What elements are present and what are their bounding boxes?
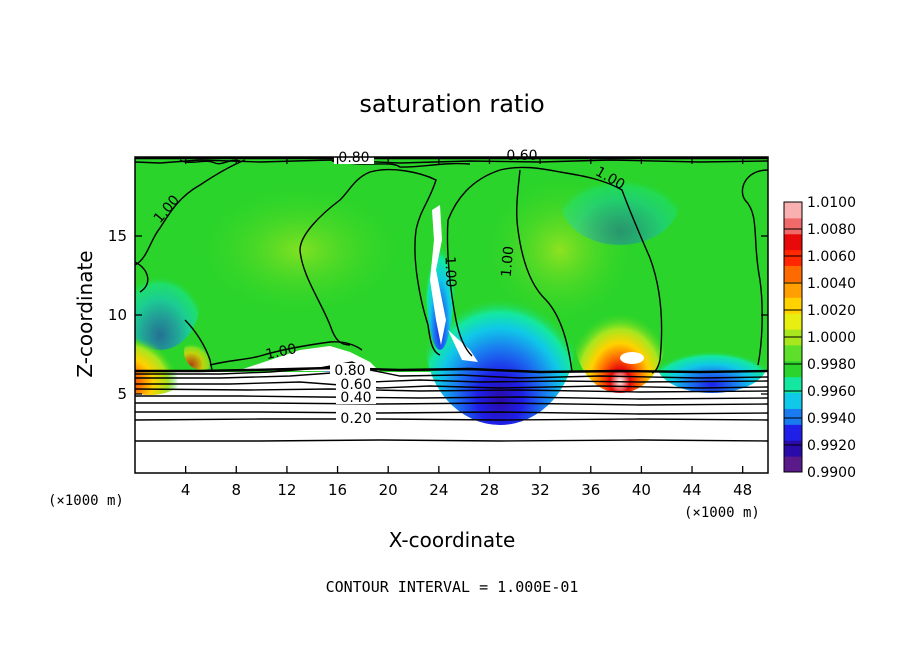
contour-label: 0.80 bbox=[334, 363, 365, 379]
y-axis-label: Z-coordinate bbox=[73, 250, 97, 377]
x-tick-label: 8 bbox=[232, 481, 242, 499]
contour-line bbox=[209, 341, 363, 366]
x-axis-unit-left: (×1000 m) bbox=[48, 493, 124, 509]
contour-label: 0.20 bbox=[340, 411, 371, 427]
y-tick-label: 5 bbox=[117, 385, 127, 403]
colorbar-swatch bbox=[784, 360, 802, 378]
colorbar-swatch bbox=[784, 249, 802, 267]
contour-line bbox=[135, 381, 768, 389]
colorbar-swatch bbox=[784, 424, 802, 441]
x-tick-label: 20 bbox=[379, 481, 398, 499]
y-axis: 5 10 15 bbox=[108, 227, 768, 403]
contour-line bbox=[299, 168, 441, 356]
contour-line bbox=[135, 371, 768, 383]
contour-line bbox=[135, 439, 768, 442]
contour-line bbox=[135, 402, 768, 406]
colorbar-label: 0.9960 bbox=[807, 384, 856, 400]
colorbar-swatch bbox=[784, 408, 802, 425]
cool-plume bbox=[657, 337, 767, 393]
x-tick-label: 16 bbox=[328, 481, 347, 499]
contour-line bbox=[299, 249, 351, 346]
x-tick-label: 48 bbox=[733, 481, 752, 499]
x-tick-label: 4 bbox=[181, 481, 191, 499]
chart-title: saturation ratio bbox=[359, 90, 544, 118]
contour-line bbox=[135, 418, 768, 421]
contour-line bbox=[741, 169, 768, 366]
colorbar-label: 0.9920 bbox=[807, 438, 856, 454]
contour-line bbox=[135, 261, 149, 293]
contour-labels: 0.80 0.60 1.00 1.00 1.00 1.00 1.00 0.80 … bbox=[151, 148, 628, 427]
colorbar-label: 1.0100 bbox=[807, 195, 856, 211]
colorbar-swatch bbox=[784, 265, 802, 282]
colorbar-swatch bbox=[784, 313, 802, 330]
warm-plume bbox=[184, 334, 220, 370]
contour-line bbox=[446, 219, 473, 357]
x-axis-label: X-coordinate bbox=[389, 528, 516, 552]
contour-label: 1.00 bbox=[441, 256, 458, 288]
contour-line bbox=[184, 319, 213, 371]
cloud-gap bbox=[430, 205, 446, 345]
contour-line bbox=[135, 395, 768, 400]
contour-line bbox=[135, 411, 768, 415]
contour-line bbox=[135, 361, 768, 379]
colorbar-label: 1.0060 bbox=[807, 249, 856, 265]
cloud-gap bbox=[620, 352, 644, 364]
colorbar-swatch bbox=[784, 456, 802, 473]
colorbar-label: 0.9900 bbox=[807, 465, 856, 481]
colorbar-swatch bbox=[784, 344, 802, 362]
colorbar-label: 1.0020 bbox=[807, 303, 856, 319]
contour-line bbox=[135, 159, 768, 164]
colorbar-label: 0.9940 bbox=[807, 411, 856, 427]
colorbar-label: 1.0040 bbox=[807, 276, 856, 292]
warm-plume bbox=[574, 277, 666, 393]
colorbar-swatch bbox=[784, 376, 802, 394]
colorbar-swatch bbox=[784, 440, 802, 457]
x-tick-label: 28 bbox=[480, 481, 499, 499]
x-tick-label: 44 bbox=[682, 481, 701, 499]
colorbar-swatch bbox=[784, 217, 802, 235]
x-tick-label: 40 bbox=[632, 481, 651, 499]
contour-line bbox=[447, 166, 663, 374]
colorbar-label: 1.0000 bbox=[807, 330, 856, 346]
field-layer bbox=[135, 157, 768, 473]
colorbar-swatch bbox=[784, 202, 802, 219]
colorbar-swatch bbox=[784, 297, 802, 314]
contour-interval-note: CONTOUR INTERVAL = 1.000E-01 bbox=[326, 578, 579, 596]
colorbar-swatch bbox=[784, 233, 802, 251]
y-tick-label: 15 bbox=[108, 227, 127, 245]
cool-plume bbox=[560, 157, 680, 245]
contour-label: 1.00 bbox=[264, 341, 298, 363]
contour-line bbox=[516, 169, 573, 373]
x-tick-label: 24 bbox=[429, 481, 448, 499]
contour-line bbox=[135, 366, 768, 374]
colorbar: 1.0100 1.0080 1.0060 1.0040 1.0020 1.0000 0.99… bbox=[783, 195, 856, 481]
x-tick-label: 36 bbox=[581, 481, 600, 499]
cool-plume bbox=[425, 255, 575, 425]
colorbar-swatch bbox=[784, 392, 802, 409]
colorbar-label: 1.0080 bbox=[807, 222, 856, 238]
contour-layer bbox=[135, 157, 768, 442]
contour-line bbox=[135, 388, 768, 393]
warm-plume bbox=[135, 315, 198, 395]
contour-line bbox=[179, 159, 241, 165]
y-tick-label: 10 bbox=[108, 306, 127, 324]
colorbar-swatch bbox=[784, 281, 802, 298]
x-axis-unit-right: (×1000 m) bbox=[684, 505, 760, 521]
x-tick-label: 12 bbox=[277, 481, 296, 499]
x-tick-label: 32 bbox=[531, 481, 550, 499]
contour-label: 1.00 bbox=[499, 245, 518, 277]
x-axis: 4 8 12 16 20 24 28 32 36 40 44 48 bbox=[181, 157, 752, 499]
contour-label: 0.60 bbox=[506, 148, 537, 164]
contour-label: 0.80 bbox=[338, 150, 369, 166]
contour-line bbox=[135, 159, 246, 266]
colorbar-label: 0.9980 bbox=[807, 357, 856, 373]
contour-label: 0.40 bbox=[340, 390, 371, 406]
contour-label: 0.60 bbox=[340, 377, 371, 393]
